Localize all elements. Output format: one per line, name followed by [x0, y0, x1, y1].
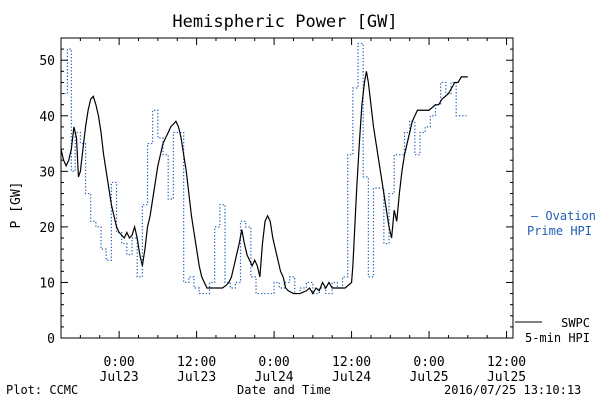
legend-ovation-line1: – Ovation: [531, 209, 596, 223]
ovation-prime-series: [61, 42, 467, 295]
x-tick-label-time: 12:00: [332, 355, 371, 370]
x-tick-label-time: 0:00: [103, 355, 134, 370]
x-tick-label-date: Jul23: [177, 370, 216, 385]
x-tick-label-date: Jul25: [409, 370, 448, 385]
swpc-hpi-line: [60, 71, 468, 295]
x-tick-label-time: 12:00: [177, 355, 216, 370]
x-tick-label-date: Jul25: [487, 370, 526, 385]
x-tick-label-time: 0:00: [413, 355, 444, 370]
y-tick-label: 10: [39, 276, 55, 291]
y-tick-label: 50: [39, 54, 55, 69]
y-axis-label: P [GW]: [9, 182, 24, 229]
ovation-prime-line: [61, 42, 467, 295]
y-tick-label: 30: [39, 165, 55, 180]
x-tick-label-date: Jul24: [332, 370, 371, 385]
footer-timestamp: 2016/07/25 13:10:13: [444, 383, 582, 397]
x-tick-label-date: Jul23: [100, 370, 139, 385]
legend-ovation-line2: Prime HPI: [527, 224, 592, 238]
x-tick-label-date: Jul24: [255, 370, 294, 385]
y-tick-label: 20: [39, 221, 55, 236]
x-axis-label: Date and Time: [237, 383, 331, 397]
legend-swpc-line2: 5-min HPI: [525, 331, 590, 345]
y-tick-label: 40: [39, 110, 55, 125]
footer-credit: Plot: CCMC: [6, 383, 79, 397]
legend: – Ovation Prime HPI SWPC 5-min HPI: [515, 209, 596, 345]
legend-swpc-line1: SWPC: [561, 316, 590, 330]
x-tick-label-time: 0:00: [258, 355, 289, 370]
plot-frame: [60, 37, 514, 339]
swpc-series: [60, 71, 468, 295]
y-tick-label: 0: [47, 332, 55, 347]
chart-title: Hemispheric Power [GW]: [172, 12, 397, 32]
x-tick-label-time: 12:00: [487, 355, 526, 370]
plot-axes: 010203040500:00Jul2312:00Jul230:00Jul241…: [39, 37, 526, 385]
